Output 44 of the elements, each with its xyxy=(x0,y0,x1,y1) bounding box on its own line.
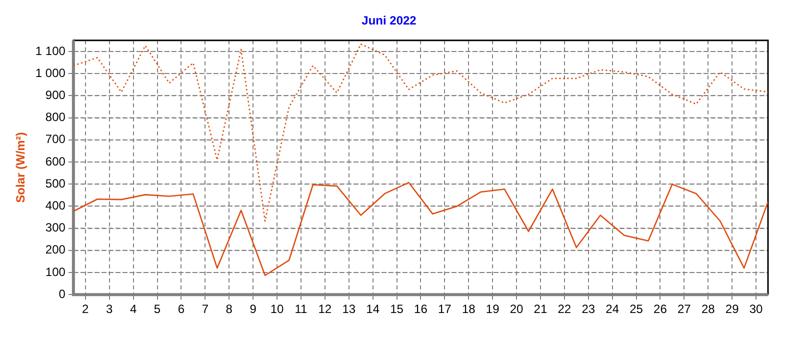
y-tick-label: 0 xyxy=(58,286,66,301)
x-tick-label: 17 xyxy=(438,302,452,316)
x-tick-label: 11 xyxy=(294,302,308,316)
x-tick-label: 29 xyxy=(725,302,740,316)
x-tick-label: 5 xyxy=(154,302,161,316)
x-tick-label: 20 xyxy=(510,302,524,316)
x-tick-label: 30 xyxy=(749,302,764,316)
x-tick-label: 21 xyxy=(534,302,548,316)
x-tick-label: 16 xyxy=(414,302,428,316)
y-axis-title: Solar (W/m²) xyxy=(14,132,28,203)
y-tick-label: 600 xyxy=(45,154,66,168)
x-tick-label: 28 xyxy=(701,302,716,316)
x-tick-label: 4 xyxy=(130,302,137,316)
x-tick-label: 6 xyxy=(178,302,185,316)
x-tick-label: 3 xyxy=(106,302,114,316)
y-tick-label: 800 xyxy=(45,110,66,124)
y-tick-label: 700 xyxy=(45,132,66,146)
x-tick-label: 27 xyxy=(677,302,692,316)
y-tick-label: 1 000 xyxy=(35,66,66,80)
x-tick-label: 24 xyxy=(606,302,620,316)
x-tick-label: 10 xyxy=(270,302,284,316)
x-tick-label: 25 xyxy=(630,302,644,316)
y-tick-label: 900 xyxy=(45,88,66,102)
y-tick-label: 300 xyxy=(45,220,66,235)
x-tick-label: 15 xyxy=(390,302,404,316)
x-tick-label: 8 xyxy=(226,302,233,316)
x-tick-label: 12 xyxy=(318,302,332,316)
x-tick-label: 13 xyxy=(342,302,356,316)
x-tick-label: 9 xyxy=(250,302,257,316)
y-tick-label: 1 100 xyxy=(35,44,66,58)
y-tick-label: 200 xyxy=(45,242,66,257)
x-tick-label: 18 xyxy=(462,302,476,316)
x-tick-label: 22 xyxy=(558,302,572,316)
x-tick-label: 26 xyxy=(654,302,668,316)
y-tick-label: 100 xyxy=(45,264,66,279)
chart-title: Juni 2022 xyxy=(362,14,417,28)
x-tick-label: 19 xyxy=(486,302,500,316)
line-series xyxy=(73,44,768,222)
x-tick-label: 23 xyxy=(582,302,596,316)
x-tick-label: 2 xyxy=(82,302,90,316)
x-tick-label: 7 xyxy=(202,302,209,316)
y-tick-label: 500 xyxy=(45,176,66,190)
x-tick-label: 14 xyxy=(366,302,380,316)
y-tick-label: 400 xyxy=(45,198,66,212)
